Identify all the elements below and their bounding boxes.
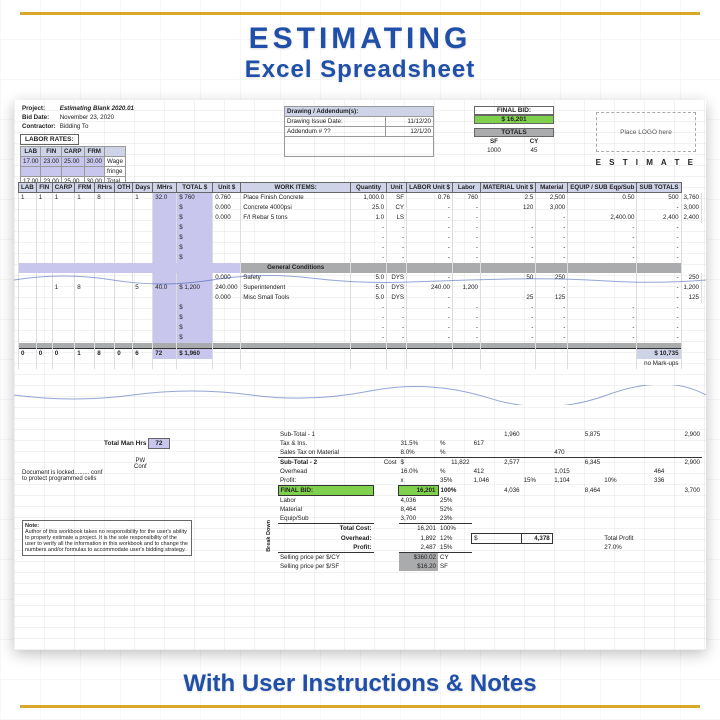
- labor-rates-box: LABOR RATES: LAB FIN CARP FRM 17.00 23.0…: [20, 134, 126, 187]
- table-row-empty[interactable]: $--------: [19, 303, 702, 313]
- header-row: LABFINCARPFRMRHrsOTHDaysMHrsTOTAL $Unit …: [19, 183, 702, 193]
- final-bid-top: FINAL BID: $ 16,201 TOTALS SF CY 1000 45: [474, 106, 554, 155]
- table-row-empty[interactable]: $--------: [19, 223, 702, 233]
- sum-row: 000180672$ 1,960$ 10,735: [19, 349, 702, 359]
- table-row[interactable]: 0.000Misc Small Tools5.0DYS-25125-125: [19, 293, 702, 303]
- table-row-empty[interactable]: $--------: [19, 333, 702, 343]
- lr-col: FIN: [41, 147, 61, 157]
- table-row[interactable]: 18540.0$ 1,200240.000Superintendent5.0DY…: [19, 283, 702, 293]
- lr-wage[interactable]: 30.00: [84, 157, 104, 167]
- main-table: LABFINCARPFRMRHrsOTHDaysMHrsTOTAL $Unit …: [18, 182, 702, 369]
- col-header: CARP: [52, 183, 75, 193]
- lr-col: LAB: [21, 147, 41, 157]
- col-header: TOTAL $: [177, 183, 213, 193]
- table-row[interactable]: $0.000Concrete 4000psi25.0CY--1203,000-3…: [19, 203, 702, 213]
- col-header: Material: [536, 183, 568, 193]
- lr-col: CARP: [61, 147, 84, 157]
- drawing-row: Drawing Issue Date:: [285, 117, 386, 127]
- col-header: MHrs: [153, 183, 177, 193]
- total-man-hrs-val: 72: [148, 438, 169, 449]
- summary-row: Sales Tax on Material8.0%%470: [18, 448, 702, 458]
- contractor[interactable]: Bidding To: [58, 122, 136, 131]
- col-header: FIN: [36, 183, 52, 193]
- totals-cy-label: CY: [514, 137, 554, 146]
- drawing-date[interactable]: 11/12/20: [386, 117, 434, 127]
- col-header: Labor: [452, 183, 480, 193]
- drawing-date[interactable]: 12/1/20: [386, 127, 434, 137]
- totals-sf: 1000: [474, 146, 514, 155]
- section-general-conditions: General Conditions: [19, 263, 702, 273]
- table-row[interactable]: 11118132.0$ 7600.760Place Finish Concret…: [19, 193, 702, 203]
- note-box: Note:Author of this workbook takes no re…: [22, 520, 192, 556]
- spreadsheet: Project:Estimating Blank 2020.01 Bid Dat…: [14, 100, 706, 650]
- final-bid-row: FINAL BID:16,201100%4,0368,4643,700: [18, 486, 702, 496]
- col-header: Days: [133, 183, 153, 193]
- drawing-title: Drawing / Addendum(s):: [285, 107, 434, 117]
- final-bid-label: FINAL BID:: [474, 106, 554, 115]
- summary-row: Sub-Total - 11,9605,8752,900: [18, 430, 702, 439]
- col-header: LAB: [19, 183, 37, 193]
- col-header: EQUIP / SUB Eqp/Sub: [568, 183, 637, 193]
- col-header: Unit $: [213, 183, 241, 193]
- col-header: MATERIAL Unit $: [480, 183, 535, 193]
- markup-note-row: no Mark-ups: [19, 359, 702, 369]
- lr-fringe-label: fringe: [105, 167, 126, 177]
- table-row-empty[interactable]: $--------: [19, 313, 702, 323]
- summary-row: Material8,46452%: [18, 505, 702, 514]
- drawing-row: Addendum # ??: [285, 127, 386, 137]
- label-project: Project:: [20, 104, 58, 113]
- break-down-label: Break Down: [266, 520, 272, 552]
- lr-wage[interactable]: 23.00: [41, 157, 61, 167]
- labor-rates-title: LABOR RATES:: [20, 134, 79, 145]
- estimate-label: E S T I M A T E: [596, 158, 696, 167]
- summary-row: Selling price per $/SF$16.20SF: [18, 562, 702, 571]
- table-row-empty[interactable]: $--------: [19, 253, 702, 263]
- totals-cy: 45: [514, 146, 554, 155]
- bid-date[interactable]: November 23, 2020: [58, 113, 136, 122]
- col-header: Unit: [387, 183, 407, 193]
- footer-title: With User Instructions & Notes: [0, 670, 720, 698]
- lr-wage-label: Wage: [105, 157, 126, 167]
- label-biddate: Bid Date:: [20, 113, 58, 122]
- table-row[interactable]: $0.000F/I Rebar 5 tons1.0LS---2,400.002,…: [19, 213, 702, 223]
- total-man-hrs-label: Total Man Hrs: [104, 440, 147, 447]
- lr-wage[interactable]: 25.00: [61, 157, 84, 167]
- col-header: WORK ITEMS:: [241, 183, 351, 193]
- drawing-box: Drawing / Addendum(s): Drawing Issue Dat…: [284, 106, 434, 157]
- col-header: LABOR Unit $: [407, 183, 453, 193]
- logo-placeholder[interactable]: Place LOGO here: [596, 112, 696, 152]
- table-row[interactable]: 0.000Safety5.0DYS-50250-250: [19, 273, 702, 283]
- col-header: FRM: [75, 183, 95, 193]
- summary-row: Sub-Total - 2Cost$11,8222,5776,3452,900: [18, 458, 702, 468]
- final-bid-value: $ 16,201: [474, 115, 554, 124]
- col-header: OTH: [115, 183, 133, 193]
- lr-col: FRM: [84, 147, 104, 157]
- summary-row: Labor4,03625%: [18, 496, 702, 506]
- top-rule: [20, 12, 700, 15]
- label-contractor: Contractor:: [20, 122, 58, 131]
- totals-sf-label: SF: [474, 137, 514, 146]
- col-header: Quantity: [351, 183, 387, 193]
- doc-lock-note: Document is locked......... confto prote…: [22, 470, 162, 482]
- table-row-empty[interactable]: $--------: [19, 233, 702, 243]
- lr-wage[interactable]: 17.00: [21, 157, 41, 167]
- pw-label: PWConf: [134, 458, 147, 470]
- table-row-empty[interactable]: $--------: [19, 243, 702, 253]
- bottom-rule: [20, 705, 700, 708]
- col-header: RHrs: [95, 183, 115, 193]
- project-name[interactable]: Estimating Blank 2020.01: [58, 104, 136, 113]
- project-info: Project:Estimating Blank 2020.01 Bid Dat…: [20, 104, 136, 131]
- table-row-empty[interactable]: $--------: [19, 323, 702, 333]
- totals-title: TOTALS: [474, 128, 554, 137]
- col-header: SUB TOTALS: [637, 183, 681, 193]
